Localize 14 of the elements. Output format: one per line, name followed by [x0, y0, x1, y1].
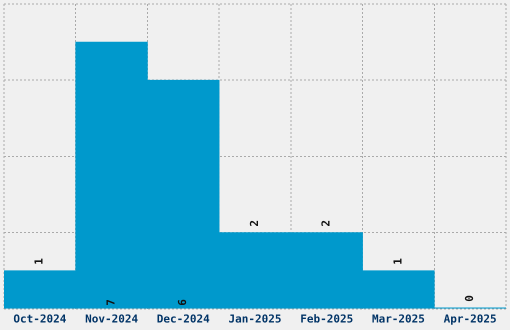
data-label: 2 [248, 220, 261, 227]
data-label: 1 [391, 258, 404, 265]
x-tick-label: Dec-2024 [156, 312, 210, 326]
data-label: 0 [463, 295, 476, 302]
x-tick-label: Oct-2024 [13, 312, 67, 326]
x-tick-label: Feb-2025 [300, 312, 354, 326]
data-label: 7 [104, 299, 118, 306]
data-label: 1 [32, 258, 46, 265]
x-tick-label: Mar-2025 [372, 312, 425, 326]
x-tick-label: Nov-2024 [85, 312, 138, 326]
data-label: 6 [176, 298, 190, 306]
data-label: 2 [320, 220, 333, 227]
x-tick-label: Jan-2025 [228, 312, 282, 326]
x-tick-label: Apr-2025 [444, 312, 497, 326]
